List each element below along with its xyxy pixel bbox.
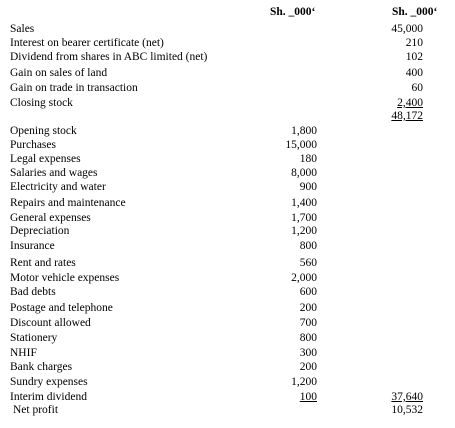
row-value-col1: 200 bbox=[299, 361, 317, 373]
row-label: Sales bbox=[10, 23, 35, 35]
expense-row: Stationery 800 bbox=[0, 331, 455, 345]
row-value-col1: 1,400 bbox=[291, 197, 317, 209]
row-label: Stationery bbox=[10, 332, 58, 344]
expense-row: Motor vehicle expenses 2,000 bbox=[0, 271, 455, 285]
row-value-col2: 45,000 bbox=[391, 23, 423, 35]
row-value-col1: 1,200 bbox=[291, 225, 317, 237]
row-value-col2: 60 bbox=[411, 82, 424, 94]
row-label: Motor vehicle expenses bbox=[10, 272, 120, 284]
income-row-gain-land: Gain on sales of land 400 bbox=[0, 66, 455, 80]
row-label: Interim dividend bbox=[10, 391, 87, 403]
expense-row: Rent and rates 560 bbox=[0, 256, 455, 270]
expense-row: Opening stock 1,800 bbox=[0, 124, 455, 138]
expense-row: Insurance 800 bbox=[0, 239, 455, 253]
row-label: Depreciation bbox=[10, 225, 70, 237]
row-label: Sundry expenses bbox=[10, 376, 88, 388]
column-header-1: Sh. _000‘ bbox=[270, 6, 316, 18]
row-value-col1: 800 bbox=[299, 240, 317, 252]
row-value-col2: 400 bbox=[405, 67, 423, 79]
row-label: General expenses bbox=[10, 212, 91, 224]
income-row-dividend: Dividend from shares in ABC limited (net… bbox=[0, 50, 455, 64]
row-label: Postage and telephone bbox=[10, 302, 113, 314]
row-label: Closing stock bbox=[10, 97, 73, 109]
expense-row: Legal expenses 180 bbox=[0, 152, 455, 166]
row-value-col2: 48,172 bbox=[391, 110, 423, 122]
row-value-col1: 900 bbox=[299, 181, 317, 193]
row-label: Salaries and wages bbox=[10, 167, 98, 179]
row-value-col1: 180 bbox=[299, 153, 317, 165]
row-label: Repairs and maintenance bbox=[10, 197, 126, 209]
net-profit-row: Net profit 10,532 bbox=[0, 403, 455, 417]
net-profit-label: Net profit bbox=[13, 404, 59, 416]
row-label: Gain on sales of land bbox=[10, 67, 108, 79]
row-value-col1: 1,200 bbox=[291, 376, 317, 388]
row-label: NHIF bbox=[10, 347, 37, 359]
row-label: Electricity and water bbox=[10, 181, 106, 193]
row-label: Bad debts bbox=[10, 286, 56, 298]
expense-row-interim-dividend: Interim dividend 100 37,640 bbox=[0, 390, 455, 404]
row-value-col1: 200 bbox=[299, 302, 317, 314]
row-value-col2: 102 bbox=[405, 51, 423, 63]
expense-row: Depreciation 1,200 bbox=[0, 224, 455, 238]
row-value-col1: 100 bbox=[299, 391, 317, 403]
income-row-gain-trade: Gain on trade in transaction 60 bbox=[0, 81, 455, 95]
expense-row: Bank charges 200 bbox=[0, 360, 455, 374]
row-label: Bank charges bbox=[10, 361, 73, 373]
expense-row: Postage and telephone 200 bbox=[0, 301, 455, 315]
expense-row: NHIF 300 bbox=[0, 346, 455, 360]
row-value-col1: 300 bbox=[299, 347, 317, 359]
expense-row: Salaries and wages 8,000 bbox=[0, 166, 455, 180]
expense-row: General expenses 1,700 bbox=[0, 211, 455, 225]
row-value-col1: 15,000 bbox=[285, 139, 317, 151]
row-label: Rent and rates bbox=[10, 257, 76, 269]
expense-row: Purchases 15,000 bbox=[0, 138, 455, 152]
row-value-col1: 1,800 bbox=[291, 125, 317, 137]
income-row-sales: Sales 45,000 bbox=[0, 22, 455, 36]
expense-row: Repairs and maintenance 1,400 bbox=[0, 196, 455, 210]
row-value-col1: 2,000 bbox=[291, 272, 317, 284]
row-label: Legal expenses bbox=[10, 153, 81, 165]
expense-row: Bad debts 600 bbox=[0, 285, 455, 299]
row-value-col1: 600 bbox=[299, 286, 317, 298]
row-label: Opening stock bbox=[10, 125, 77, 137]
expense-row: Discount allowed 700 bbox=[0, 316, 455, 330]
row-label: Gain on trade in transaction bbox=[10, 82, 138, 94]
net-profit-value: 10,532 bbox=[391, 404, 423, 416]
row-value-col2: 37,640 bbox=[391, 391, 423, 403]
row-label: Purchases bbox=[10, 139, 56, 151]
row-value-col1: 700 bbox=[299, 317, 317, 329]
income-row-total: 48,172 bbox=[0, 109, 455, 123]
row-value-col1: 800 bbox=[299, 332, 317, 344]
row-value-col1: 1,700 bbox=[291, 212, 317, 224]
income-row-closing-stock: Closing stock 2,400 bbox=[0, 96, 455, 110]
row-value-col2: 210 bbox=[405, 37, 423, 49]
income-row-interest: Interest on bearer certificate (net) 210 bbox=[0, 36, 455, 50]
column-header-2: Sh. _000‘ bbox=[392, 6, 438, 18]
row-label: Discount allowed bbox=[10, 317, 91, 329]
expense-row: Sundry expenses 1,200 bbox=[0, 375, 455, 389]
row-label: Dividend from shares in ABC limited (net… bbox=[10, 51, 208, 63]
row-value-col1: 8,000 bbox=[291, 167, 317, 179]
row-value-col1: 560 bbox=[299, 257, 317, 269]
row-label: Insurance bbox=[10, 240, 55, 252]
expense-row: Electricity and water 900 bbox=[0, 180, 455, 194]
row-value-col2: 2,400 bbox=[397, 97, 423, 109]
row-label: Interest on bearer certificate (net) bbox=[10, 37, 164, 49]
